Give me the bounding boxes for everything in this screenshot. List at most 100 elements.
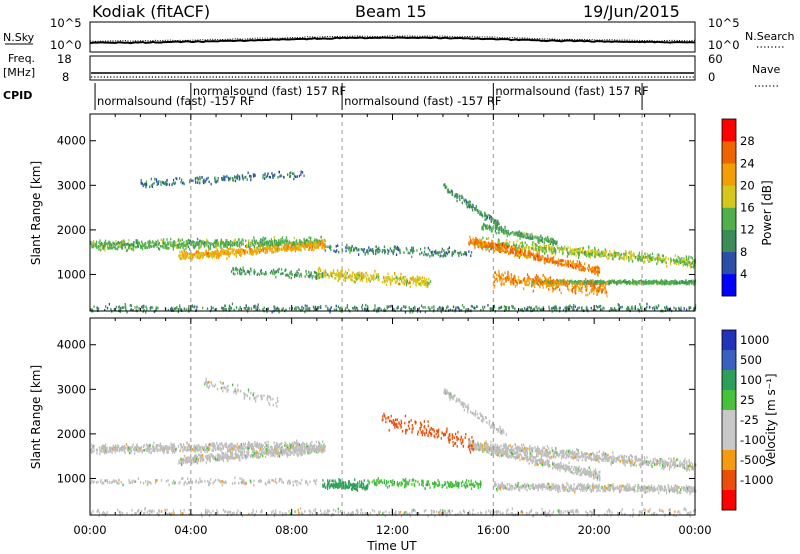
range-cell — [614, 255, 616, 258]
range-cell — [435, 249, 437, 253]
range-cell — [347, 275, 349, 279]
range-cell — [225, 251, 227, 254]
range-cell — [507, 249, 509, 253]
range-cell — [584, 285, 586, 288]
range-cell — [128, 243, 131, 247]
range-cell — [527, 236, 529, 239]
range-cell — [490, 242, 492, 246]
range-cell — [515, 246, 517, 249]
range-cell — [278, 243, 280, 247]
range-cell — [562, 263, 564, 267]
range-cell — [427, 285, 429, 289]
range-cell — [235, 253, 238, 257]
range-cell — [310, 236, 312, 240]
range-cell — [307, 306, 309, 310]
range-cell — [491, 240, 494, 243]
range-cell — [330, 272, 332, 275]
range-cell — [539, 245, 541, 248]
range-cell — [424, 283, 426, 286]
range-cell — [560, 281, 562, 284]
range-cell — [502, 244, 504, 248]
range-cell — [152, 241, 154, 244]
range-cell — [510, 248, 512, 252]
range-cell — [388, 276, 390, 279]
range-cell — [300, 272, 302, 276]
range-cell — [210, 182, 212, 186]
range-cell — [263, 306, 265, 310]
range-cell — [499, 306, 501, 309]
range-cell — [468, 250, 470, 253]
range-cell — [637, 259, 640, 262]
range-cell — [233, 241, 236, 244]
range-cell — [679, 281, 681, 285]
range-cell — [223, 175, 225, 178]
range-cell — [249, 249, 251, 253]
range-cell — [187, 253, 189, 256]
range-cell — [339, 277, 341, 280]
range-cell — [593, 289, 595, 292]
range-cell — [229, 242, 231, 245]
range-cell — [621, 305, 623, 309]
range-cell — [219, 244, 221, 248]
range-cell — [357, 309, 359, 312]
range-cell — [628, 257, 631, 261]
range-cell — [677, 282, 679, 285]
range-cell — [604, 253, 607, 257]
range-cell — [151, 306, 154, 309]
range-cell — [489, 225, 492, 229]
range-cell — [620, 255, 622, 258]
range-cell — [444, 184, 447, 188]
range-cell — [309, 275, 311, 279]
range-cell — [582, 248, 584, 252]
range-cell — [189, 239, 191, 243]
range-cell — [525, 255, 527, 258]
range-cell — [670, 281, 672, 285]
range-cell — [341, 272, 343, 276]
range-cell — [626, 255, 628, 258]
range-cell — [649, 280, 651, 283]
range-cell — [245, 239, 247, 243]
range-cell — [600, 282, 602, 286]
range-cell — [253, 175, 255, 178]
range-cell — [592, 281, 594, 284]
range-cell — [516, 239, 518, 243]
range-cell — [198, 241, 200, 244]
range-cell — [235, 267, 237, 270]
range-cell — [608, 254, 611, 258]
range-cell — [386, 306, 388, 310]
range-cell — [271, 272, 274, 275]
range-cell — [490, 229, 492, 233]
range-cell — [177, 310, 179, 314]
range-cell — [285, 273, 287, 277]
range-cell — [390, 278, 392, 282]
range-cell — [347, 248, 350, 251]
range-cell — [528, 246, 530, 249]
range-cell — [492, 248, 494, 251]
range-cell — [494, 227, 497, 230]
range-cell — [574, 291, 576, 294]
range-cell — [121, 247, 124, 250]
range-cell — [615, 309, 617, 312]
range-cell — [255, 248, 258, 252]
range-cell — [657, 253, 660, 257]
range-cell — [513, 254, 516, 258]
range-cell — [413, 278, 415, 281]
range-cell — [314, 275, 316, 278]
range-cell — [577, 265, 579, 268]
range-cell — [292, 247, 295, 251]
range-cell — [608, 283, 611, 286]
range-cell — [268, 239, 271, 243]
range-cell — [565, 264, 567, 268]
range-cell — [165, 244, 167, 247]
range-cell — [594, 246, 596, 250]
range-cell — [173, 244, 176, 247]
range-cell — [215, 178, 217, 181]
range-cell — [585, 254, 587, 258]
range-cell — [352, 306, 354, 310]
range-cell — [600, 308, 602, 311]
range-cell — [318, 306, 320, 309]
range-cell — [430, 251, 433, 254]
range-cell — [586, 253, 588, 257]
range-cell — [165, 183, 167, 187]
range-cell — [366, 250, 368, 253]
